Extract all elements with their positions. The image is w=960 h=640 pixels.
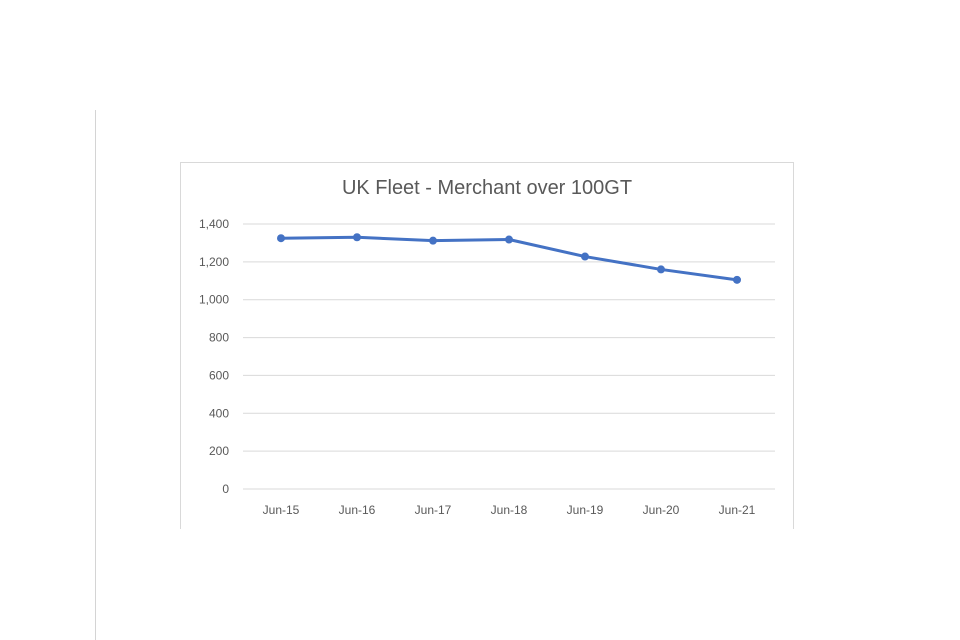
x-axis-tick-labels: Jun-15 Jun-16 Jun-17 Jun-18 Jun-19 Jun-20 Jun-… bbox=[263, 503, 756, 517]
x-tick-label: Jun-15 bbox=[263, 503, 300, 517]
chart-title: UK Fleet - Merchant over 100GT bbox=[341, 177, 633, 199]
data-point bbox=[505, 235, 513, 244]
y-tick-label: 600 bbox=[209, 368, 229, 382]
data-point bbox=[429, 236, 437, 245]
left-divider bbox=[95, 110, 96, 640]
y-tick-label: 400 bbox=[209, 406, 229, 420]
x-tick-label: Jun-16 bbox=[339, 503, 376, 517]
x-tick-label: Jun-17 bbox=[415, 503, 452, 517]
y-tick-label: 1,000 bbox=[199, 293, 229, 307]
gridlines bbox=[243, 223, 775, 490]
y-tick-label: 0 bbox=[222, 482, 229, 496]
y-tick-label: 1,200 bbox=[199, 255, 229, 269]
y-axis-tick-labels: 0 200 400 600 800 1,000 1,200 1,400 bbox=[199, 217, 229, 496]
series-layer bbox=[277, 233, 741, 284]
chart-container: 0 200 400 600 800 1,000 1,200 1,400 Jun-15 Jun-1… bbox=[180, 162, 794, 529]
y-tick-label: 200 bbox=[209, 444, 229, 458]
x-tick-label: Jun-18 bbox=[491, 503, 528, 517]
x-tick-label: Jun-19 bbox=[567, 503, 604, 517]
y-tick-label: 1,400 bbox=[199, 217, 229, 231]
data-point bbox=[733, 275, 741, 284]
y-tick-label: 800 bbox=[209, 331, 229, 345]
data-point bbox=[657, 265, 665, 274]
data-point bbox=[353, 233, 361, 242]
x-tick-label: Jun-20 bbox=[643, 503, 680, 517]
x-tick-label: Jun-21 bbox=[719, 503, 756, 517]
data-point bbox=[581, 252, 589, 261]
series-line bbox=[279, 235, 739, 282]
data-point bbox=[277, 234, 285, 243]
